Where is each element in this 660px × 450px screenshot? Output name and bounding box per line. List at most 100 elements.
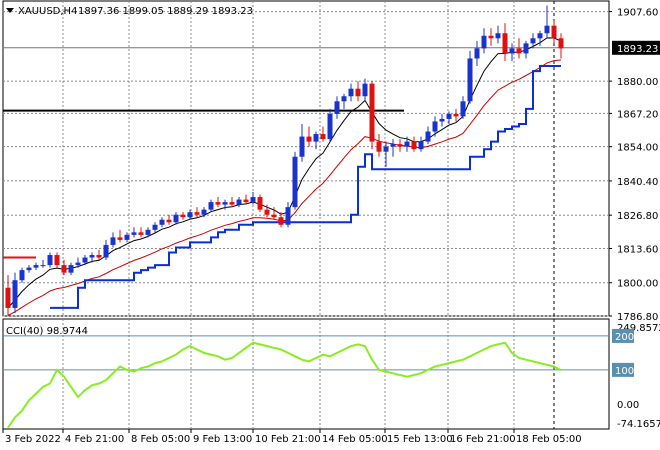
candle-body <box>355 88 361 97</box>
cci-tick-label: 249.8572 <box>617 323 660 334</box>
candle <box>446 111 452 124</box>
price-tick-label: 1854.00 <box>617 143 658 154</box>
candle <box>355 81 361 102</box>
candle <box>460 96 466 119</box>
candle <box>278 212 284 228</box>
trailing-stop-line <box>50 65 561 309</box>
candle-body <box>68 265 74 273</box>
time-tick-label: 14 Feb 05:00 <box>322 434 388 445</box>
price-tick-label: 1907.60 <box>617 8 658 19</box>
candle-body <box>306 136 312 142</box>
candle-body <box>54 255 60 266</box>
time-tick-label: 18 Feb 05:00 <box>516 434 582 445</box>
candle <box>425 126 431 145</box>
candle-body <box>61 265 67 273</box>
candle-body <box>334 101 340 114</box>
candle-body <box>537 33 543 39</box>
candle <box>124 232 130 243</box>
candle <box>12 272 18 313</box>
candle <box>187 209 193 220</box>
cci-level-tag-label: 100 <box>615 366 634 377</box>
candle-body <box>383 146 389 152</box>
candle <box>306 126 312 147</box>
candle <box>47 252 53 268</box>
candle <box>103 239 109 261</box>
candle-body <box>89 255 95 258</box>
candle <box>313 131 319 150</box>
candle-body <box>236 199 242 205</box>
candle <box>418 136 424 152</box>
candle <box>61 260 67 276</box>
ohlc-label: 1897.36 1899.05 1889.29 1893.23 <box>78 6 253 17</box>
price-tick-label: 1867.20 <box>617 109 658 120</box>
candle-body <box>320 134 326 140</box>
candle-body <box>523 43 529 54</box>
cci-line-group <box>3 335 609 429</box>
candle <box>481 28 487 54</box>
candle-body <box>551 25 557 39</box>
candle-body <box>390 144 396 147</box>
candle-body <box>117 237 123 240</box>
candle <box>152 222 158 233</box>
candle-body <box>124 234 130 240</box>
price-panel <box>2 0 610 317</box>
candle <box>292 151 298 210</box>
candle-body <box>243 199 249 203</box>
candle <box>516 38 522 59</box>
candle <box>453 108 459 122</box>
symbol-label: XAUUSD,H4 <box>18 6 77 17</box>
candle <box>432 116 438 137</box>
candle-body <box>509 48 515 54</box>
candle <box>467 50 473 104</box>
candle-body <box>397 144 403 147</box>
candle-body <box>453 113 459 117</box>
candle <box>68 262 74 276</box>
candle-body <box>299 136 305 157</box>
candle <box>19 267 25 283</box>
candle <box>509 43 515 61</box>
candle-body <box>271 214 277 218</box>
candle <box>530 33 536 49</box>
time-tick-label: 3 Feb 2022 <box>5 434 61 445</box>
candle-body <box>152 224 158 230</box>
candle <box>201 207 207 218</box>
candle-body <box>33 265 39 268</box>
slow-ma-line <box>7 59 562 316</box>
price-tick-label: 1826.80 <box>617 211 658 222</box>
candle-body <box>495 33 501 39</box>
candle <box>537 30 543 46</box>
cci-tick-label: -74.1657 <box>617 419 660 430</box>
candle-body <box>96 255 102 258</box>
candle <box>159 217 165 228</box>
candle <box>271 207 277 220</box>
candle <box>369 81 375 150</box>
time-tick-label: 8 Feb 05:00 <box>131 434 190 445</box>
candle-body <box>250 197 256 203</box>
candle <box>362 78 368 102</box>
candle <box>236 197 242 208</box>
candle <box>40 260 46 268</box>
candle <box>257 194 263 213</box>
candle <box>208 199 214 213</box>
collapse-triangle-icon[interactable] <box>6 8 14 13</box>
candle <box>334 96 340 119</box>
candle <box>474 40 480 67</box>
candle-body <box>439 118 445 122</box>
candle-body <box>208 202 214 210</box>
candle-body <box>75 262 81 266</box>
candle-body <box>313 134 319 142</box>
cci-tick-label: 0.00 <box>617 400 639 411</box>
candle-body <box>425 131 431 142</box>
candle-body <box>131 232 137 235</box>
candle-body <box>201 209 207 215</box>
candle <box>544 5 550 39</box>
cci-label: CCI(40) 98.9744 <box>6 326 88 337</box>
candle-body <box>411 141 417 150</box>
time-tick-label: 10 Feb 21:00 <box>255 434 321 445</box>
candle-body <box>138 232 144 235</box>
candle <box>383 141 389 167</box>
candle <box>327 108 333 142</box>
candle-body <box>110 237 116 245</box>
